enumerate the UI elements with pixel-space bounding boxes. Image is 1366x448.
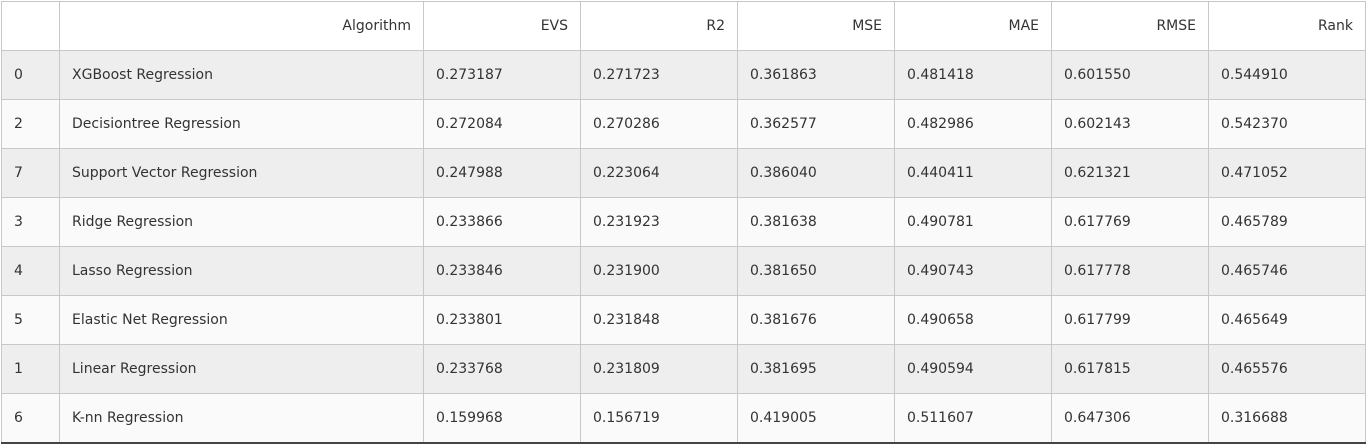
header-evs: EVS [423,1,581,51]
rmse-cell: 0.617815 [1051,344,1209,394]
header-index [1,1,60,51]
r2-cell: 0.270286 [580,99,738,149]
r2-cell: 0.231809 [580,344,738,394]
evs-cell: 0.233801 [423,295,581,345]
r2-cell: 0.156719 [580,393,738,444]
rank-cell: 0.465576 [1208,344,1366,394]
table-row: 4 Lasso Regression 0.233846 0.231900 0.3… [1,246,1366,296]
mse-cell: 0.381676 [737,295,895,345]
table-row: 0 XGBoost Regression 0.273187 0.271723 0… [1,50,1366,100]
evs-cell: 0.273187 [423,50,581,100]
evs-cell: 0.159968 [423,393,581,444]
header-rank: Rank [1208,1,1366,51]
rank-cell: 0.465746 [1208,246,1366,296]
mae-cell: 0.511607 [894,393,1052,444]
row-index: 3 [1,197,60,247]
rank-cell: 0.471052 [1208,148,1366,198]
mse-cell: 0.381638 [737,197,895,247]
mae-cell: 0.490743 [894,246,1052,296]
r2-cell: 0.231923 [580,197,738,247]
r2-cell: 0.231900 [580,246,738,296]
table-row: 5 Elastic Net Regression 0.233801 0.2318… [1,295,1366,345]
header-mse: MSE [737,1,895,51]
table-body: 0 XGBoost Regression 0.273187 0.271723 0… [1,50,1366,444]
mse-cell: 0.419005 [737,393,895,444]
header-algorithm: Algorithm [59,1,424,51]
row-index: 2 [1,99,60,149]
algorithm-cell: Support Vector Regression [59,148,424,198]
header-rmse: RMSE [1051,1,1209,51]
algorithm-cell: Lasso Regression [59,246,424,296]
header-r2: R2 [580,1,738,51]
algorithm-cell: Decisiontree Regression [59,99,424,149]
row-index: 4 [1,246,60,296]
rmse-cell: 0.617769 [1051,197,1209,247]
rank-cell: 0.542370 [1208,99,1366,149]
mse-cell: 0.381650 [737,246,895,296]
table-row: 1 Linear Regression 0.233768 0.231809 0.… [1,344,1366,394]
rank-cell: 0.465649 [1208,295,1366,345]
r2-cell: 0.231848 [580,295,738,345]
rmse-cell: 0.601550 [1051,50,1209,100]
table-row: 6 K-nn Regression 0.159968 0.156719 0.41… [1,393,1366,444]
mae-cell: 0.490781 [894,197,1052,247]
rmse-cell: 0.617799 [1051,295,1209,345]
rank-cell: 0.465789 [1208,197,1366,247]
evs-cell: 0.233768 [423,344,581,394]
evs-cell: 0.247988 [423,148,581,198]
mae-cell: 0.490594 [894,344,1052,394]
row-index: 6 [1,393,60,444]
algorithm-cell: Ridge Regression [59,197,424,247]
mae-cell: 0.482986 [894,99,1052,149]
table-row: 7 Support Vector Regression 0.247988 0.2… [1,148,1366,198]
header-mae: MAE [894,1,1052,51]
mse-cell: 0.361863 [737,50,895,100]
algorithm-cell: K-nn Regression [59,393,424,444]
table-row: 2 Decisiontree Regression 0.272084 0.270… [1,99,1366,149]
row-index: 7 [1,148,60,198]
mae-cell: 0.490658 [894,295,1052,345]
mse-cell: 0.386040 [737,148,895,198]
header-row: Algorithm EVS R2 MSE MAE RMSE Rank [1,1,1366,51]
algorithm-cell: Elastic Net Regression [59,295,424,345]
evs-cell: 0.233866 [423,197,581,247]
algorithm-cell: Linear Regression [59,344,424,394]
rmse-cell: 0.617778 [1051,246,1209,296]
mae-cell: 0.440411 [894,148,1052,198]
r2-cell: 0.223064 [580,148,738,198]
r2-cell: 0.271723 [580,50,738,100]
table-row: 3 Ridge Regression 0.233866 0.231923 0.3… [1,197,1366,247]
row-index: 0 [1,50,60,100]
mae-cell: 0.481418 [894,50,1052,100]
row-index: 5 [1,295,60,345]
mse-cell: 0.362577 [737,99,895,149]
rank-cell: 0.544910 [1208,50,1366,100]
evs-cell: 0.233846 [423,246,581,296]
rmse-cell: 0.602143 [1051,99,1209,149]
row-index: 1 [1,344,60,394]
algorithm-cell: XGBoost Regression [59,50,424,100]
rmse-cell: 0.647306 [1051,393,1209,444]
mse-cell: 0.381695 [737,344,895,394]
rmse-cell: 0.621321 [1051,148,1209,198]
rank-cell: 0.316688 [1208,393,1366,444]
evs-cell: 0.272084 [423,99,581,149]
table-header: Algorithm EVS R2 MSE MAE RMSE Rank [1,1,1366,51]
